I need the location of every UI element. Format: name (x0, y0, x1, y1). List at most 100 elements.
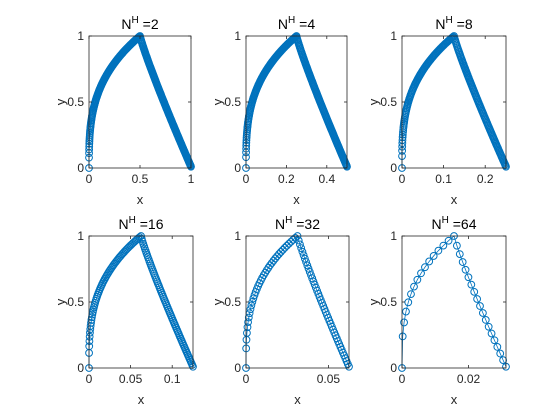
data-point (398, 136, 407, 145)
x-tick-label: 0.2 (278, 172, 295, 186)
data-point (452, 241, 461, 250)
series-line (401, 35, 507, 169)
data-point (275, 250, 283, 258)
data-point (294, 236, 303, 245)
series-line (88, 235, 194, 369)
data-point (407, 290, 415, 299)
data-point (410, 282, 418, 291)
y-tick-label: 0.5 (380, 295, 397, 309)
axes-box (245, 35, 348, 169)
y-axis-label: y (210, 298, 225, 305)
data-point (247, 301, 256, 310)
title-superscript: H (446, 15, 453, 26)
data-point (400, 318, 408, 327)
data-point (417, 269, 425, 278)
x-axis-label: x (293, 192, 300, 207)
series-markers (242, 232, 353, 372)
data-point (243, 323, 252, 332)
data-point (87, 316, 96, 324)
title-superscript: H (129, 215, 136, 226)
y-axis-label: y (53, 298, 68, 305)
x-tick-label: 1 (188, 172, 195, 186)
data-point (244, 313, 253, 322)
subplot-title: NH =4 (278, 15, 315, 32)
data-point (487, 329, 496, 338)
y-tick-label: 0.5 (224, 95, 241, 109)
x-tick-label: 0 (399, 372, 406, 386)
title-base: N (121, 16, 131, 32)
data-point (296, 240, 304, 249)
data-point (434, 246, 443, 255)
title-base: N (432, 216, 442, 232)
title-value: =2 (139, 16, 159, 32)
x-tick-label: 0.2 (477, 172, 494, 186)
x-tick-label: 0.05 (119, 372, 143, 386)
y-axis-label: y (53, 98, 68, 105)
series-markers (85, 232, 197, 372)
subplot-title: NH =16 (119, 215, 164, 232)
subplot-5: 0 0.05 0 0.5 1 x y NH =32 (210, 215, 353, 407)
y-tick-label: 0.5 (380, 95, 397, 109)
data-point (464, 273, 473, 282)
data-point (86, 322, 95, 330)
subplot-title: NH =8 (435, 15, 472, 32)
series-line (88, 35, 192, 169)
x-tick-label: 0.4 (318, 172, 335, 186)
x-tick-label: 0.1 (164, 372, 181, 386)
x-axis-label: x (451, 392, 458, 407)
data-point (280, 243, 289, 252)
title-value: =32 (292, 216, 320, 232)
subplot-3: 0 0.1 0.2 0 0.5 1 x y NH =8 (366, 15, 510, 207)
data-point (284, 239, 293, 248)
data-point (413, 275, 422, 284)
x-axis-label: x (451, 192, 458, 207)
title-superscript: H (285, 215, 292, 226)
subplot-6: 0 0.02 0 0.5 1 x y NH =64 (366, 215, 510, 407)
data-point (496, 349, 505, 358)
data-point (85, 332, 94, 341)
y-axis-label: y (366, 98, 381, 105)
x-tick-label: 0.05 (317, 372, 341, 386)
data-point (303, 261, 312, 270)
data-point (287, 237, 295, 246)
data-point (490, 336, 499, 345)
title-value: =16 (136, 216, 164, 232)
title-superscript: H (288, 15, 295, 26)
y-tick-label: 0.5 (67, 295, 84, 309)
data-point (478, 309, 487, 317)
series-markers (85, 32, 195, 172)
y-tick-label: 0 (234, 361, 241, 375)
y-tick-label: 0 (390, 161, 397, 175)
data-point (289, 235, 298, 244)
data-point (276, 248, 285, 256)
series-line (245, 35, 348, 169)
data-point (425, 257, 434, 266)
y-tick-label: 0 (77, 361, 84, 375)
title-superscript: H (442, 215, 449, 226)
x-tick-label: 0 (243, 172, 250, 186)
y-tick-label: 0.5 (224, 295, 241, 309)
y-tick-label: 1 (234, 29, 241, 43)
data-point (246, 305, 255, 314)
title-value: =64 (449, 216, 477, 232)
data-point (87, 313, 96, 322)
subplot-title: NH =2 (121, 15, 158, 32)
data-point (484, 322, 493, 331)
data-point (499, 356, 508, 365)
series-line (401, 235, 507, 369)
series-line (245, 235, 350, 369)
data-point (439, 241, 448, 250)
subplot-title: NH =32 (275, 215, 320, 232)
axes-box (401, 35, 507, 169)
data-point (476, 302, 484, 310)
subplot-1: 0 0.5 1 0 0.5 1 x y NH =2 (53, 15, 195, 207)
title-base: N (278, 16, 288, 32)
title-base: N (119, 216, 129, 232)
x-tick-label: 0 (86, 172, 93, 186)
y-tick-label: 1 (77, 229, 84, 243)
data-point (304, 264, 313, 273)
data-point (467, 280, 476, 289)
series-markers (398, 232, 510, 372)
